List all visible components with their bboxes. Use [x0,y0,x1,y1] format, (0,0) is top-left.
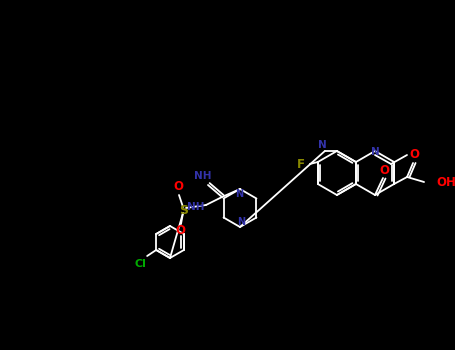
Text: N: N [371,147,379,157]
Text: NH: NH [187,202,205,212]
Text: F: F [297,159,305,172]
Text: S: S [180,203,188,217]
Text: O: O [175,224,185,238]
Text: NH: NH [194,171,212,181]
Text: Cl: Cl [134,259,146,269]
Text: N: N [235,189,243,199]
Text: N: N [237,217,245,227]
Text: O: O [173,181,183,194]
Text: O: O [409,148,419,161]
Text: OH: OH [436,175,455,189]
Text: N: N [318,140,326,150]
Text: O: O [379,163,389,176]
